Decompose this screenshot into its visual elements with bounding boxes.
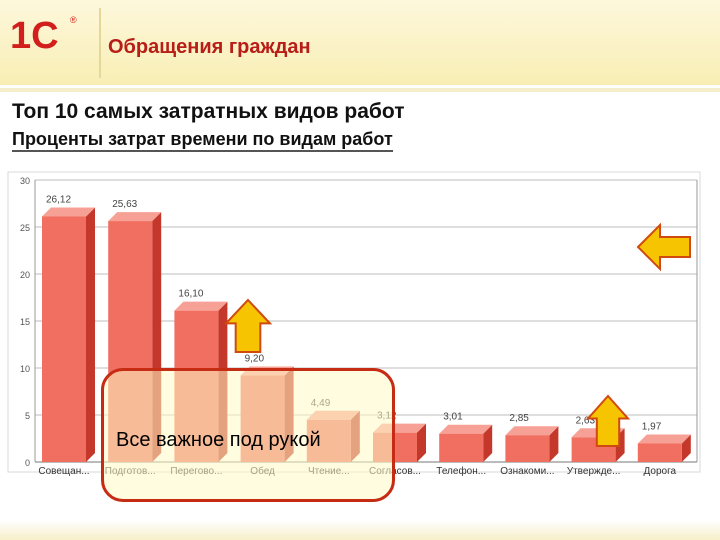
y-tick-label: 20 [20,270,30,280]
category-label: Ознакоми... [500,466,554,477]
y-tick-label: 30 [20,176,30,186]
category-label: Совещан... [38,466,89,477]
report-heading: Топ 10 самых затратных видов работ [12,100,405,123]
header-band [0,0,720,85]
bar [439,433,484,462]
arrow-up-icon [223,298,273,353]
svg-text:®: ® [70,15,77,25]
data-label: 2,63 [576,415,596,426]
callout-box: Все важное под рукой [101,368,395,502]
data-label: 26,12 [46,194,71,205]
bar-side [86,207,95,462]
callout-text: Все важное под рукой [116,429,321,451]
footer-band [0,520,720,540]
bar-side [417,423,426,462]
category-label: Телефон... [436,465,486,477]
bar [42,216,86,462]
bar-top [108,212,162,222]
logo-1c: 1С ® [10,15,77,57]
data-label: 2,85 [509,413,529,424]
header-divider [99,8,101,78]
bar-top [42,207,95,217]
data-label: 9,20 [245,354,265,365]
arrow-up-icon [585,394,631,447]
bar [505,435,550,462]
app-title: Обращения граждан [108,36,311,58]
y-tick-label: 10 [20,364,30,374]
y-tick-label: 25 [20,223,30,233]
data-label: 1,97 [642,421,662,432]
y-tick-label: 5 [25,411,30,421]
bar-top [439,424,493,434]
category-label: Утвержде... [567,466,621,477]
bar-top [637,434,691,444]
y-tick-label: 0 [25,458,30,468]
bar [637,443,682,462]
report-subheading: Проценты затрат времени по видам работ [12,128,393,152]
bar-top [174,301,228,311]
arrow-left-icon [636,222,691,272]
category-label: Согласов... [369,466,421,477]
header-stripe [0,88,720,92]
data-label: 16,10 [178,289,203,300]
bar-top [505,426,559,436]
logo-text: 1С [10,15,59,57]
y-tick-label: 15 [20,317,30,327]
bar-side [681,434,691,462]
category-label: Дорога [644,466,677,477]
bar-side [483,424,493,462]
data-label: 3,01 [443,412,463,423]
bar-side [549,426,559,462]
data-label: 25,63 [112,199,137,210]
